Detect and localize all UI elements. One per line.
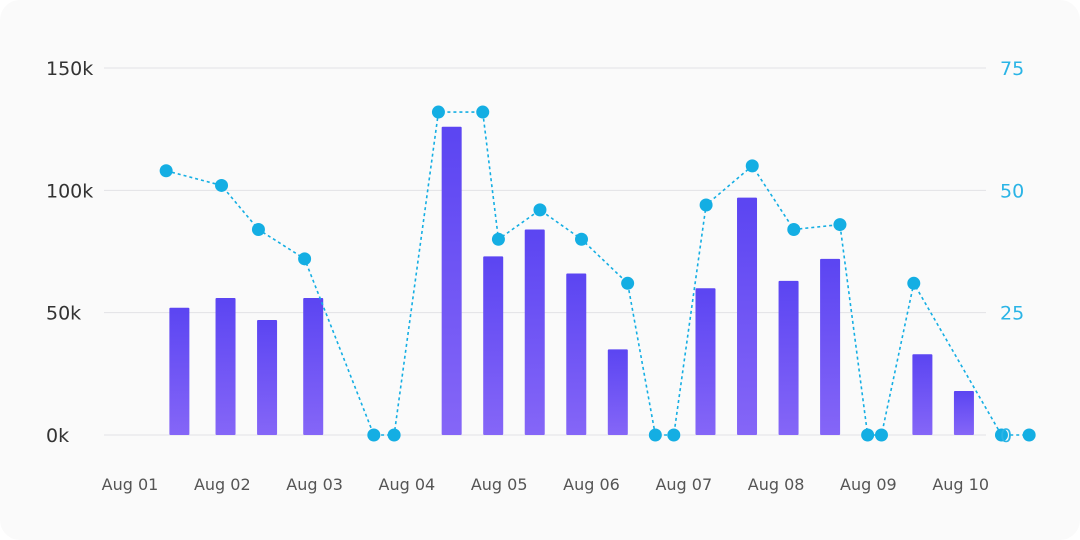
gridlines bbox=[104, 67, 986, 436]
x-tick-label: Aug 06 bbox=[563, 475, 620, 494]
line-marker bbox=[431, 105, 445, 119]
x-tick-label: Aug 05 bbox=[471, 475, 528, 494]
left-tick-label: 150k bbox=[46, 58, 93, 80]
x-axis: Aug 01 Aug 02 Aug 03 Aug 04 Aug 05 Aug 06 Aug … bbox=[102, 475, 989, 494]
line-marker bbox=[215, 178, 229, 192]
right-tick-label: 75 bbox=[1000, 58, 1024, 80]
bar bbox=[215, 297, 236, 435]
right-tick-label: 25 bbox=[1000, 303, 1024, 325]
line-marker bbox=[787, 222, 801, 236]
left-axis: 0k 50k 100k 150k bbox=[46, 58, 93, 447]
line-series bbox=[159, 105, 1036, 442]
line-marker bbox=[367, 428, 381, 442]
line-marker bbox=[907, 276, 921, 290]
line-marker bbox=[745, 159, 759, 173]
line-marker bbox=[648, 428, 662, 442]
line-marker bbox=[994, 428, 1008, 442]
bar bbox=[820, 258, 841, 435]
right-axis: 0 25 50 75 bbox=[1000, 58, 1024, 447]
x-tick-label: Aug 01 bbox=[102, 475, 159, 494]
bar bbox=[566, 273, 587, 435]
line-marker bbox=[861, 428, 875, 442]
left-tick-label: 50k bbox=[46, 303, 81, 325]
x-tick-label: Aug 07 bbox=[655, 475, 712, 494]
line-marker bbox=[575, 232, 588, 246]
line-marker bbox=[251, 222, 265, 236]
line-marker bbox=[159, 164, 173, 178]
x-tick-label: Aug 10 bbox=[932, 475, 989, 494]
bar bbox=[912, 354, 933, 435]
x-tick-label: Aug 04 bbox=[379, 475, 436, 494]
left-tick-label: 100k bbox=[46, 180, 93, 202]
x-tick-label: Aug 08 bbox=[748, 475, 805, 494]
line-marker bbox=[1022, 428, 1036, 442]
bar bbox=[607, 349, 628, 435]
x-tick-label: Aug 09 bbox=[840, 475, 897, 494]
line-marker bbox=[491, 232, 505, 246]
x-tick-label: Aug 03 bbox=[286, 475, 343, 494]
right-tick-label: 50 bbox=[1000, 180, 1024, 202]
line-marker bbox=[667, 428, 681, 442]
line-marker bbox=[476, 105, 490, 119]
line-marker bbox=[387, 428, 401, 442]
bar bbox=[778, 280, 799, 435]
line-marker bbox=[874, 428, 888, 442]
bar bbox=[695, 288, 716, 435]
bar bbox=[257, 320, 278, 435]
right-tick-label: 0 bbox=[1000, 425, 1012, 447]
line-marker bbox=[621, 276, 635, 290]
bar-series bbox=[169, 126, 974, 435]
line-marker bbox=[699, 198, 713, 212]
x-tick-label: Aug 02 bbox=[194, 475, 251, 494]
bar bbox=[303, 297, 324, 435]
bar bbox=[524, 229, 545, 435]
line-marker bbox=[298, 252, 312, 266]
bar bbox=[953, 390, 974, 435]
line-path bbox=[165, 111, 1030, 436]
line-marker bbox=[533, 203, 547, 217]
left-tick-label: 0k bbox=[46, 425, 69, 447]
bar bbox=[737, 197, 758, 435]
bar bbox=[441, 126, 462, 435]
line-marker bbox=[833, 218, 847, 232]
bar bbox=[483, 256, 504, 435]
bar bbox=[169, 307, 190, 435]
